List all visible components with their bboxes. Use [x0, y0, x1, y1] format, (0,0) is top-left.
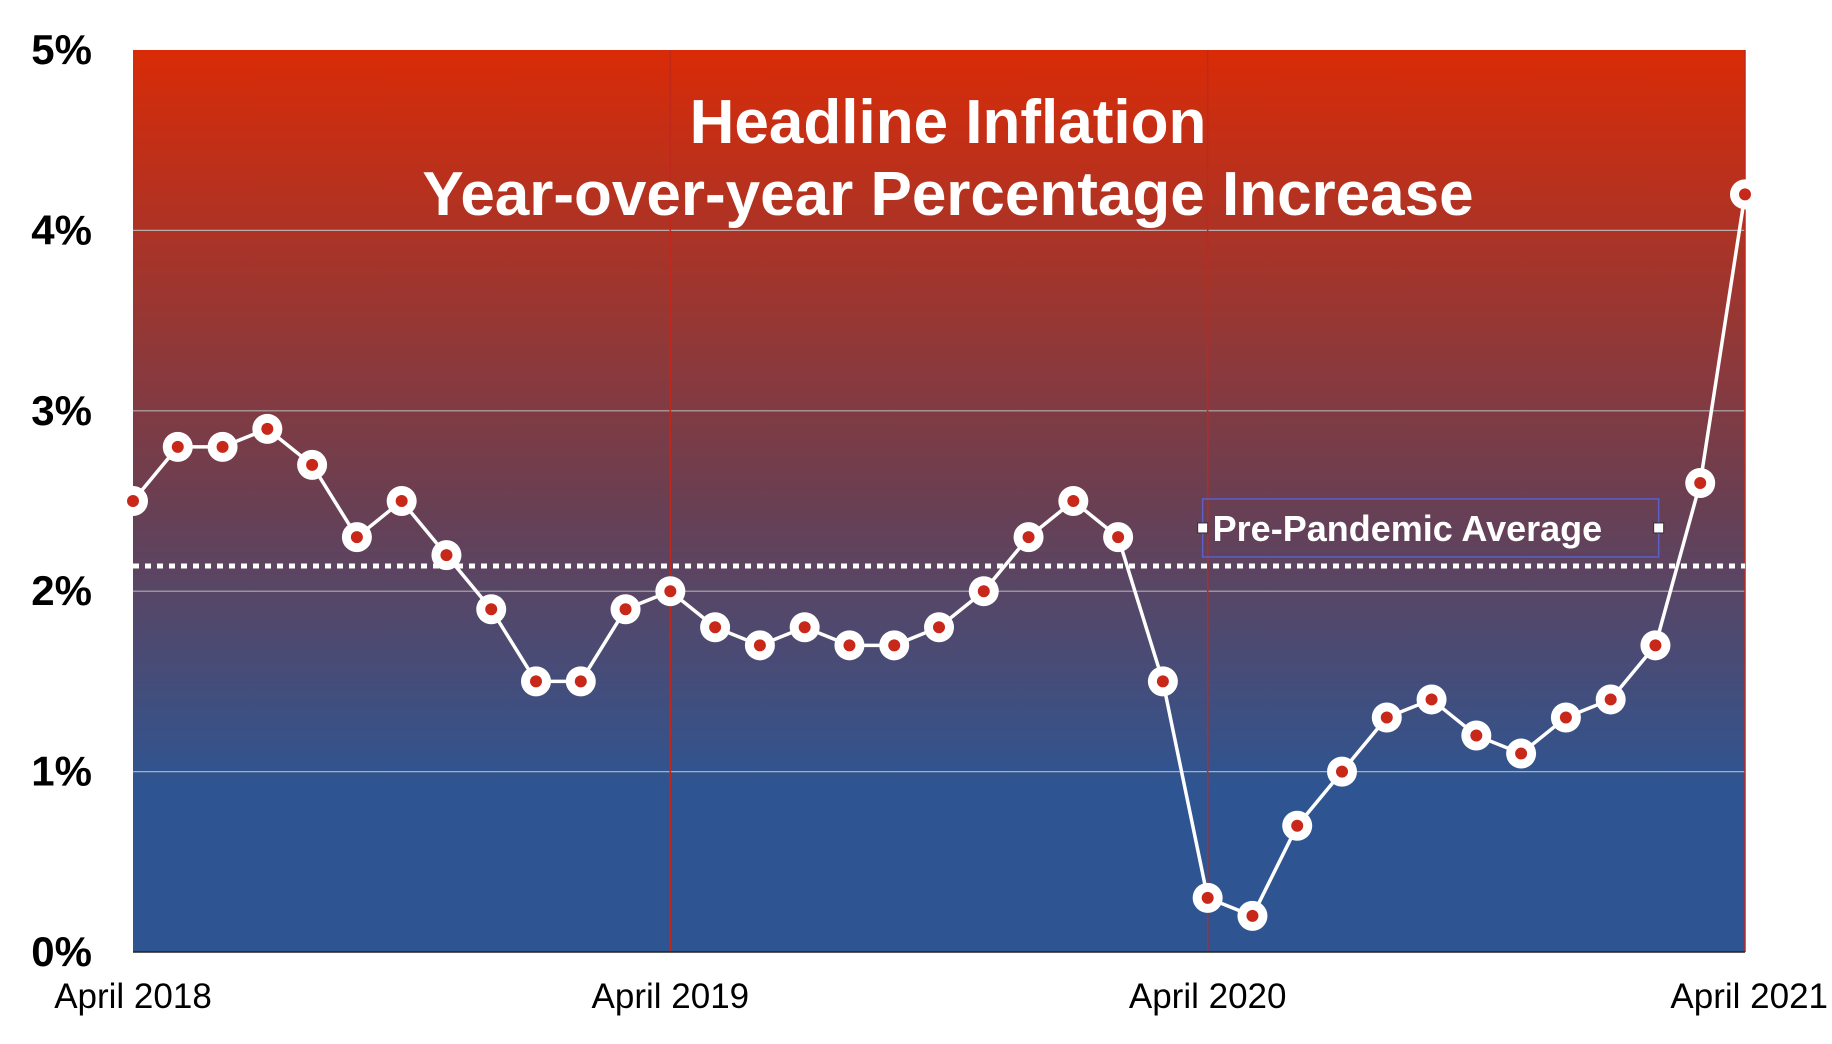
data-point	[118, 486, 148, 516]
data-points	[118, 179, 1760, 931]
data-point	[162, 431, 193, 462]
data-point	[1237, 900, 1268, 931]
data-point	[1595, 684, 1626, 715]
data-point	[968, 576, 999, 607]
chart-subtitle: Year-over-year Percentage Increase	[422, 160, 1473, 229]
data-point	[655, 576, 686, 607]
data-point	[744, 630, 775, 661]
data-point	[700, 612, 731, 643]
data-point	[1461, 720, 1492, 751]
data-point	[834, 630, 865, 661]
y-tick-label: 4%	[31, 206, 92, 253]
data-point	[1371, 702, 1402, 733]
data-point	[476, 594, 507, 625]
pre-pandemic-average-label: Pre-Pandemic Average	[1213, 508, 1603, 549]
data-point	[1640, 630, 1671, 661]
reference-line-group: Pre-Pandemic Average	[133, 498, 1745, 569]
y-tick-label: 3%	[31, 387, 92, 434]
data-point	[297, 449, 328, 480]
y-tick-label: 0%	[31, 928, 92, 975]
x-tick-label: April 2021	[1670, 977, 1828, 1016]
data-point	[610, 594, 641, 625]
data-point	[207, 431, 238, 462]
gridlines	[133, 229, 1745, 773]
data-point	[1192, 882, 1223, 913]
data-point	[252, 413, 283, 444]
data-point	[1013, 522, 1044, 553]
data-point	[1147, 666, 1178, 697]
data-point	[341, 522, 372, 553]
annotation-handle-left	[1197, 522, 1209, 534]
data-point	[565, 666, 596, 697]
data-point	[521, 666, 551, 697]
x-axis-ticks: April 2018 April 2019 April 2020 April 2021	[54, 977, 1828, 1016]
data-point	[1506, 738, 1537, 769]
x-tick-label: April 2018	[54, 977, 212, 1016]
data-point	[879, 630, 910, 661]
x-tick-label: April 2020	[1129, 977, 1287, 1016]
y-axis-ticks: 0% 1% 2% 3% 4% 5%	[31, 26, 92, 975]
data-point	[1282, 810, 1313, 841]
annotation-handle-right	[1653, 522, 1665, 534]
data-point	[1730, 179, 1760, 210]
data-point	[789, 612, 820, 643]
data-point	[924, 612, 954, 643]
data-point	[431, 540, 462, 571]
y-tick-label: 2%	[31, 567, 92, 614]
data-point	[1058, 486, 1089, 516]
data-point	[1416, 684, 1447, 715]
x-tick-label: April 2019	[592, 977, 750, 1016]
y-tick-label: 5%	[31, 26, 92, 73]
chart-title: Headline Inflation	[690, 88, 1207, 157]
data-point	[1550, 702, 1581, 733]
y-tick-label: 1%	[31, 748, 92, 795]
data-point	[1103, 522, 1134, 553]
data-point	[1327, 756, 1357, 787]
data-point	[1685, 467, 1716, 498]
data-point	[386, 486, 417, 516]
